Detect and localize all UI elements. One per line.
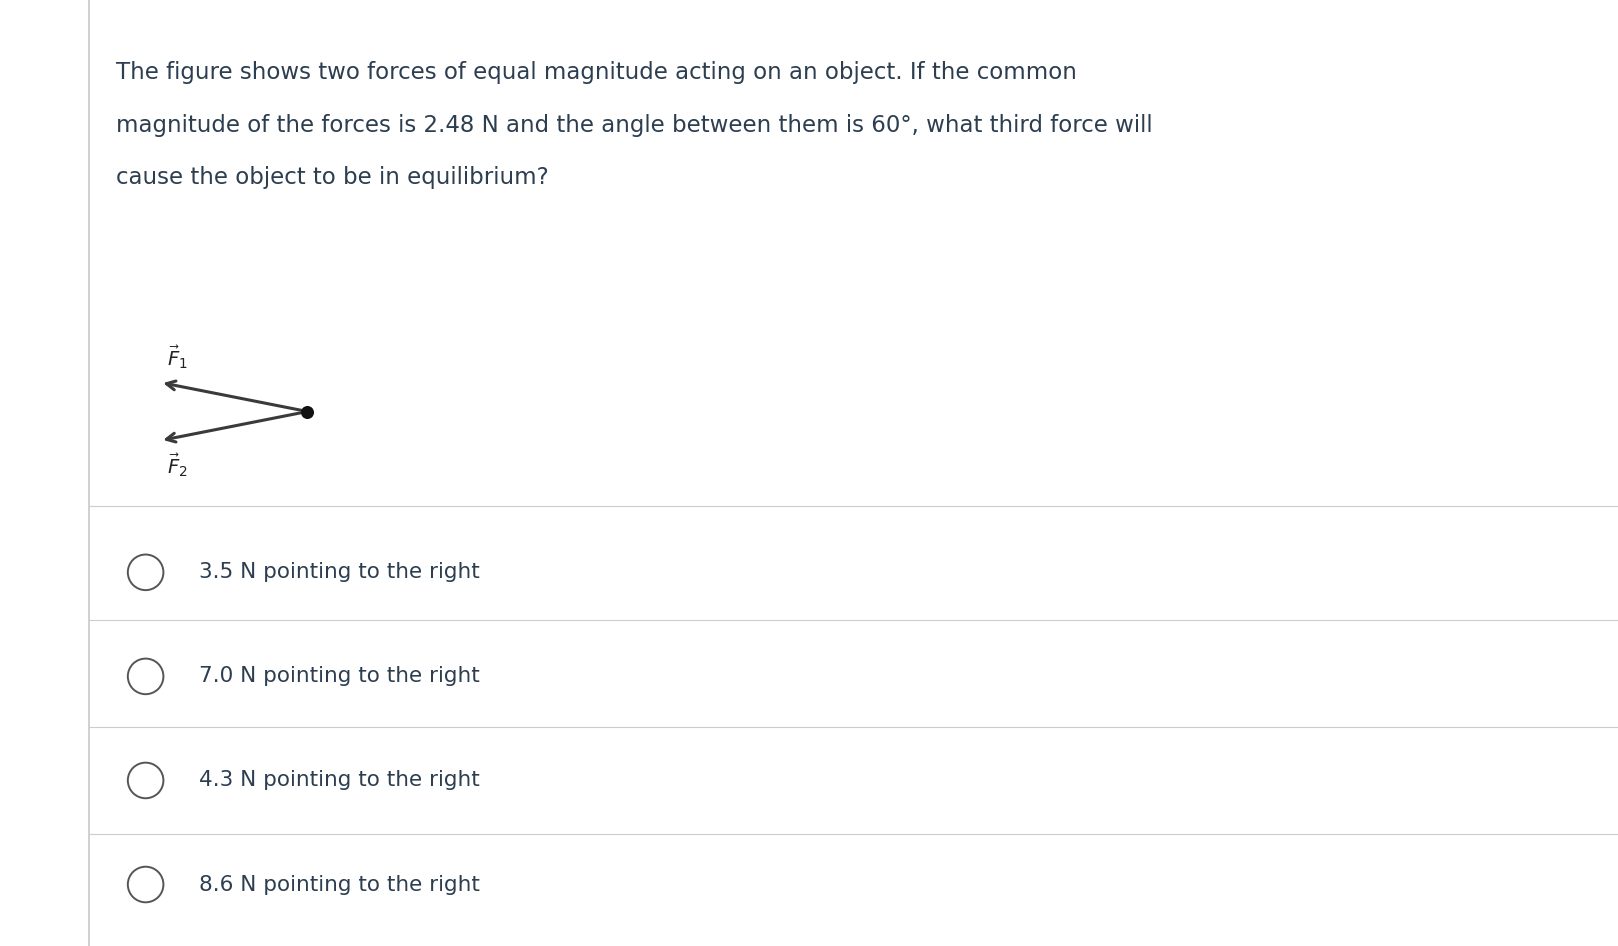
Point [294, 404, 320, 419]
Text: The figure shows two forces of equal magnitude acting on an object. If the commo: The figure shows two forces of equal mag… [116, 61, 1078, 84]
Text: 3.5 N pointing to the right: 3.5 N pointing to the right [199, 562, 481, 583]
Text: 8.6 N pointing to the right: 8.6 N pointing to the right [199, 874, 481, 895]
Text: $\vec{F}_2$: $\vec{F}_2$ [167, 452, 188, 480]
Text: cause the object to be in equilibrium?: cause the object to be in equilibrium? [116, 166, 549, 188]
Text: 4.3 N pointing to the right: 4.3 N pointing to the right [199, 770, 481, 791]
Text: magnitude of the forces is 2.48 N and the angle between them is 60°, what third : magnitude of the forces is 2.48 N and th… [116, 114, 1154, 136]
Text: 7.0 N pointing to the right: 7.0 N pointing to the right [199, 666, 481, 687]
Text: $\vec{F}_1$: $\vec{F}_1$ [167, 343, 188, 371]
